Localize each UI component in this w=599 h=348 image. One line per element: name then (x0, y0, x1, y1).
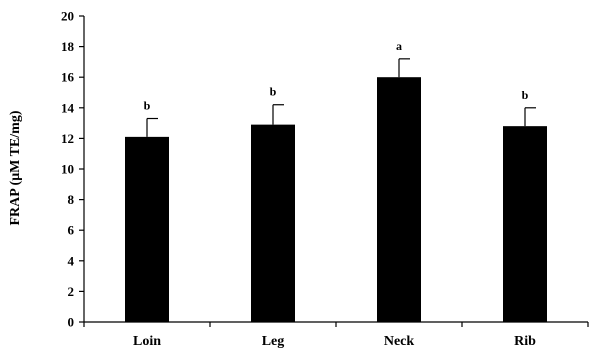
bar-rib (503, 126, 547, 322)
y-tick-label: 4 (68, 253, 75, 268)
significance-label: a (396, 39, 402, 53)
y-tick-label: 16 (61, 70, 75, 85)
y-tick-label: 20 (61, 9, 74, 24)
y-tick-label: 18 (61, 39, 75, 54)
bar-loin (125, 137, 169, 322)
significance-label: b (522, 88, 529, 102)
y-tick-label: 0 (68, 315, 75, 330)
y-tick-label: 2 (68, 284, 75, 299)
y-tick-label: 14 (61, 100, 75, 115)
y-axis: 0 2 4 6 8 10 12 14 16 18 20 (61, 9, 84, 330)
x-tick-label: Loin (133, 334, 161, 348)
bar-leg (251, 125, 295, 322)
significance-label: b (144, 99, 151, 113)
y-tick-label: 12 (61, 131, 74, 146)
significance-label: b (270, 85, 277, 99)
x-axis: Loin Leg Neck Rib (84, 322, 588, 348)
x-tick-label: Neck (384, 334, 415, 348)
bars-group: b b a b (125, 39, 547, 322)
y-tick-label: 8 (68, 192, 75, 207)
x-tick-label: Rib (514, 334, 536, 348)
y-axis-title: FRAP (μM TE/mg) (8, 110, 23, 225)
x-tick-label: Leg (262, 334, 285, 348)
y-tick-label: 10 (61, 162, 74, 177)
bar-neck (377, 77, 421, 322)
y-tick-label: 6 (68, 223, 75, 238)
